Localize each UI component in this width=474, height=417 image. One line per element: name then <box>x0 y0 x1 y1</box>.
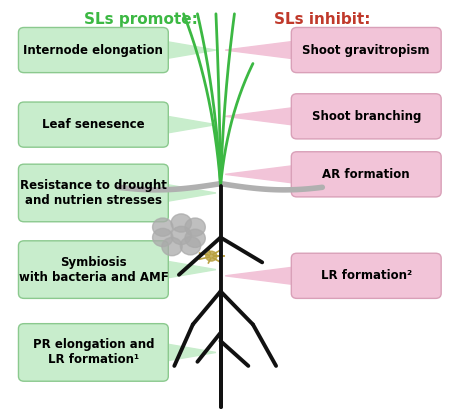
Text: Shoot gravitropism: Shoot gravitropism <box>302 43 430 57</box>
Text: Internode elongation: Internode elongation <box>23 43 164 57</box>
Polygon shape <box>225 107 297 126</box>
Circle shape <box>180 237 201 255</box>
FancyBboxPatch shape <box>292 28 441 73</box>
Circle shape <box>153 229 173 246</box>
FancyBboxPatch shape <box>18 164 168 222</box>
Text: SLs inhibit:: SLs inhibit: <box>274 12 370 27</box>
FancyBboxPatch shape <box>18 324 168 381</box>
Text: PR elongation and
LR formation¹: PR elongation and LR formation¹ <box>33 339 154 367</box>
Circle shape <box>153 218 173 236</box>
FancyBboxPatch shape <box>18 102 168 147</box>
Text: Resistance to drought
and nutrien stresses: Resistance to drought and nutrien stress… <box>20 179 167 207</box>
FancyBboxPatch shape <box>18 241 168 299</box>
Polygon shape <box>225 41 297 59</box>
FancyBboxPatch shape <box>292 253 441 299</box>
Text: Leaf senesence: Leaf senesence <box>42 118 145 131</box>
Text: AR formation: AR formation <box>322 168 410 181</box>
Circle shape <box>171 214 191 232</box>
Text: Symbiosis
with bacteria and AMF: Symbiosis with bacteria and AMF <box>18 256 168 284</box>
FancyBboxPatch shape <box>18 28 168 73</box>
Text: SLs promote:: SLs promote: <box>84 12 198 27</box>
Polygon shape <box>163 261 216 279</box>
FancyBboxPatch shape <box>292 94 441 139</box>
Polygon shape <box>163 41 216 59</box>
Polygon shape <box>163 184 216 202</box>
Polygon shape <box>225 267 297 285</box>
Circle shape <box>206 251 217 261</box>
Polygon shape <box>163 343 216 362</box>
Polygon shape <box>163 116 216 134</box>
Circle shape <box>185 218 205 236</box>
Polygon shape <box>225 165 297 183</box>
Circle shape <box>185 229 205 247</box>
Text: LR formation²: LR formation² <box>321 269 412 282</box>
FancyBboxPatch shape <box>292 152 441 197</box>
Text: Shoot branching: Shoot branching <box>311 110 421 123</box>
Circle shape <box>171 226 191 244</box>
Circle shape <box>162 238 182 256</box>
